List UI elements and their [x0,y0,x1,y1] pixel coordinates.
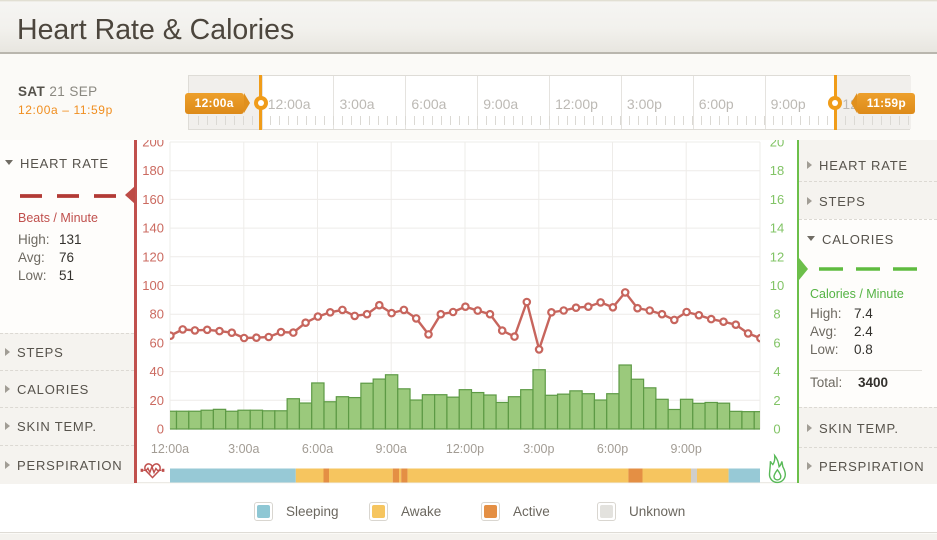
svg-text:40: 40 [150,364,164,379]
svg-text:80: 80 [150,307,164,322]
svg-text:6: 6 [773,335,780,350]
svg-text:180: 180 [142,163,164,178]
svg-text:14: 14 [770,221,784,236]
svg-text:8: 8 [773,307,780,322]
svg-text:160: 160 [142,192,164,207]
svg-text:20: 20 [150,393,164,408]
svg-text:2: 2 [773,393,780,408]
svg-text:6:00p: 6:00p [597,442,628,456]
svg-text:12:00p: 12:00p [446,442,484,456]
svg-text:9:00p: 9:00p [671,442,702,456]
svg-text:10: 10 [770,278,784,293]
svg-text:12:00a: 12:00a [151,442,189,456]
svg-text:120: 120 [142,249,164,264]
svg-text:3:00a: 3:00a [228,442,259,456]
svg-text:6:00a: 6:00a [302,442,333,456]
svg-text:0: 0 [157,422,164,437]
svg-text:60: 60 [150,335,164,350]
svg-text:4: 4 [773,364,780,379]
svg-text:0: 0 [773,422,780,437]
svg-text:9:00a: 9:00a [376,442,407,456]
svg-text:18: 18 [770,163,784,178]
svg-text:16: 16 [770,192,784,207]
svg-text:140: 140 [142,221,164,236]
svg-text:12: 12 [770,249,784,264]
svg-text:20: 20 [770,140,784,150]
svg-text:3:00p: 3:00p [523,442,554,456]
svg-text:100: 100 [142,278,164,293]
svg-text:200: 200 [142,140,164,150]
